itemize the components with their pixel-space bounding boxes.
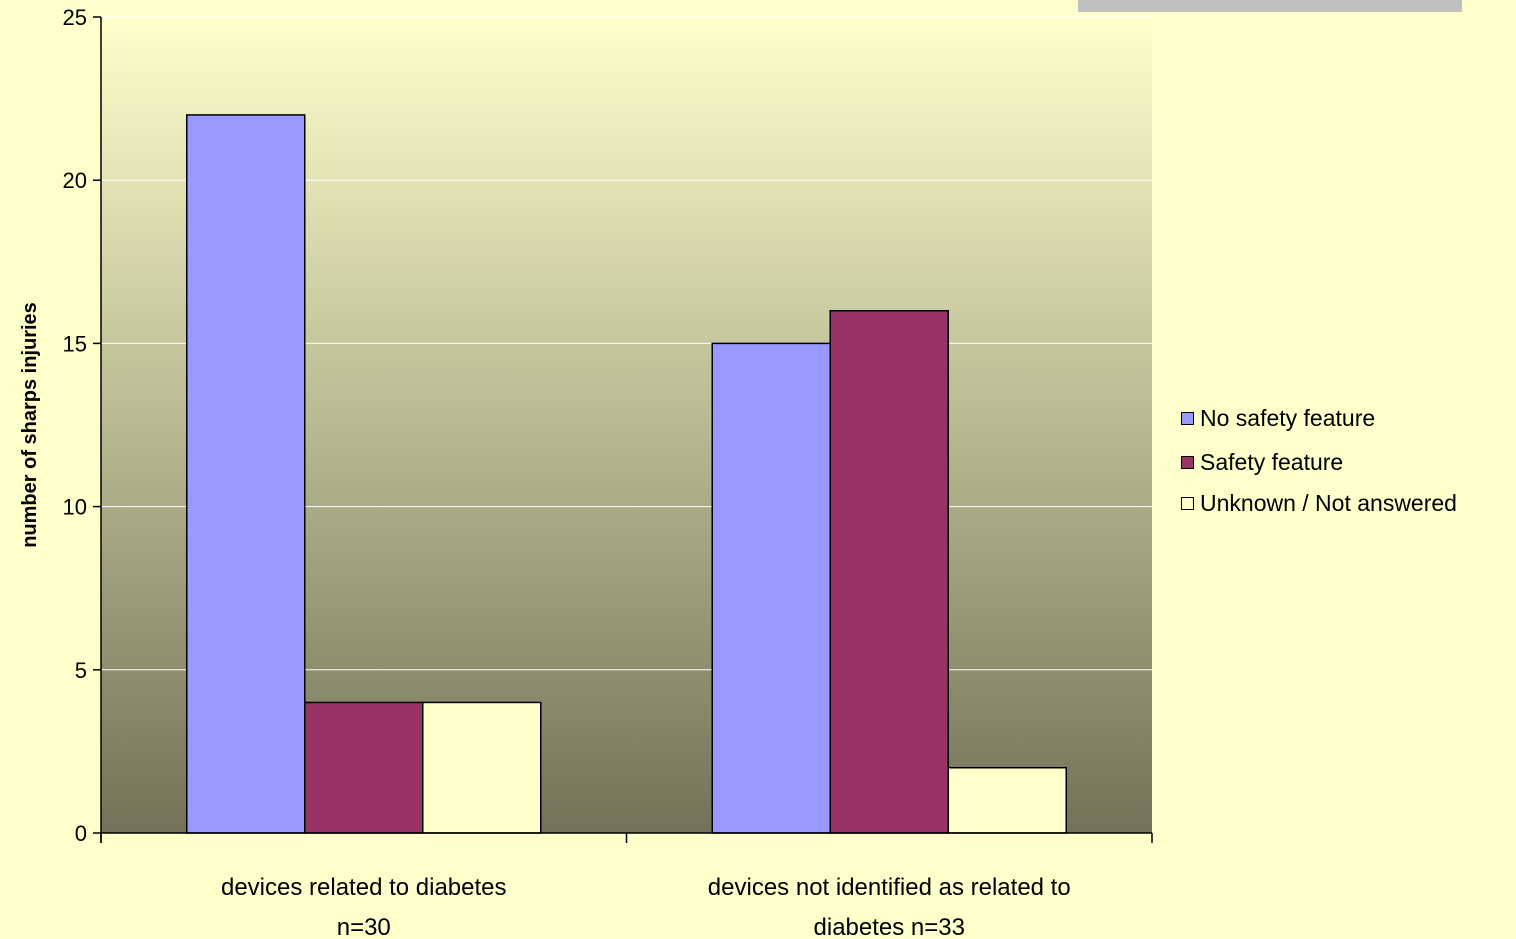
legend-item-safety-feature: Safety feature bbox=[1181, 447, 1343, 477]
x-category-label: diabetes n=33 bbox=[814, 914, 965, 939]
legend-swatch-safety bbox=[1181, 455, 1194, 469]
legend-item-no-safety-feature: No safety feature bbox=[1181, 403, 1375, 433]
legend-swatch-unknown bbox=[1181, 496, 1194, 510]
y-axis-label: number of sharps injuries bbox=[19, 302, 41, 548]
bar-unknown-not-answered-1 bbox=[947, 766, 1067, 834]
bar-no-safety-feature-1 bbox=[711, 342, 831, 834]
y-tick-label: 10 bbox=[63, 495, 87, 520]
bar-safety-feature-0 bbox=[304, 701, 424, 834]
x-category-label: devices related to diabetes bbox=[221, 874, 507, 901]
y-tick-label: 25 bbox=[63, 5, 87, 30]
legend-swatch-no-safety bbox=[1181, 411, 1194, 425]
legend-item-unknown: Unknown / Not answered bbox=[1181, 488, 1457, 518]
x-category-label: devices not identified as related to bbox=[708, 874, 1071, 901]
legend-label-unknown: Unknown / Not answered bbox=[1200, 489, 1457, 516]
axes: 0 5 10 15 20 25 devices related to diabetes n=3… bbox=[63, 5, 1153, 939]
bars bbox=[186, 114, 1067, 834]
y-tick-label: 0 bbox=[75, 821, 87, 846]
bar-unknown-not-answered-0 bbox=[422, 701, 542, 834]
legend-label-no-safety: No safety feature bbox=[1200, 404, 1376, 431]
y-tick-label: 5 bbox=[75, 658, 87, 683]
bar-no-safety-feature-0 bbox=[186, 114, 306, 834]
y-tick-label: 20 bbox=[63, 168, 87, 193]
top-gray-box bbox=[1078, 0, 1462, 12]
legend: No safety feature Safety feature Unknown… bbox=[1172, 392, 1508, 524]
bar-safety-feature-1 bbox=[829, 310, 949, 834]
x-category-label: n=30 bbox=[337, 914, 391, 939]
legend-label-safety: Safety feature bbox=[1200, 448, 1344, 475]
y-tick-label: 15 bbox=[63, 331, 87, 356]
